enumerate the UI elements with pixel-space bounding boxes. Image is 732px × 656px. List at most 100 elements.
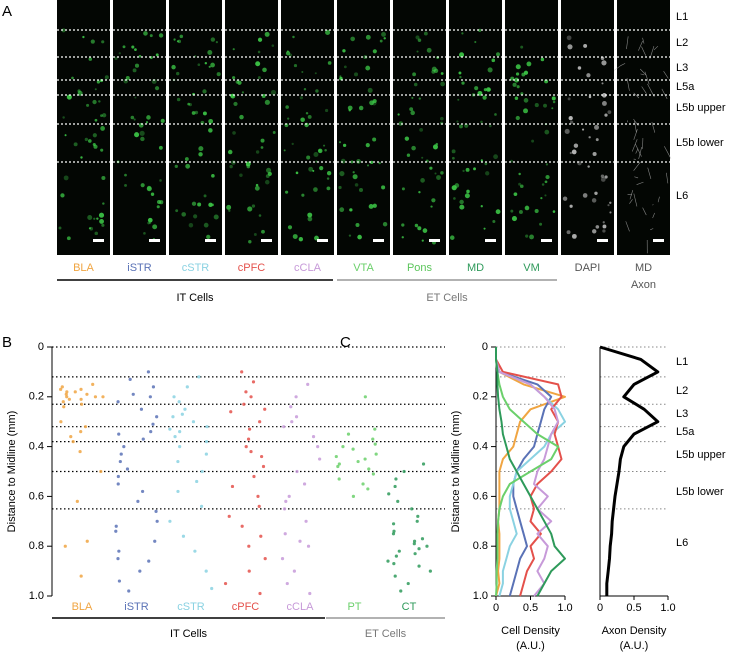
cell-texture <box>99 219 104 224</box>
cell-texture <box>381 185 386 190</box>
point <box>79 397 83 401</box>
y-tick-label: 1.0 <box>473 590 488 602</box>
axon-texture <box>636 181 644 185</box>
point <box>136 499 140 503</box>
cell-texture <box>179 34 184 39</box>
point <box>386 559 390 563</box>
cell-texture <box>461 81 465 85</box>
cell-texture <box>88 227 91 230</box>
cell-texture <box>303 88 307 91</box>
cell-texture <box>595 138 599 142</box>
point <box>116 482 120 486</box>
point <box>240 524 244 528</box>
cell-texture <box>286 50 289 53</box>
point <box>73 390 77 394</box>
cell-texture <box>514 96 519 101</box>
point <box>306 382 310 386</box>
cell-texture <box>566 230 571 235</box>
cell-texture <box>582 128 585 131</box>
column-label: cPFC <box>238 262 266 274</box>
cell-texture <box>324 148 327 152</box>
x-tick-label: 0 <box>597 602 603 614</box>
cell-texture <box>84 137 89 142</box>
layer-label: L2 <box>676 385 688 397</box>
scale-bar <box>373 239 384 242</box>
cell-texture <box>480 205 483 208</box>
axon-texture <box>633 118 639 126</box>
cell-texture <box>551 96 556 101</box>
cell-texture <box>454 183 460 188</box>
cell-texture <box>567 44 573 50</box>
cell-texture <box>300 117 305 123</box>
cell-texture <box>319 166 324 171</box>
cell-texture <box>429 166 433 170</box>
point <box>283 532 287 536</box>
cell-texture <box>582 193 588 198</box>
cell-texture <box>305 111 309 115</box>
cell-texture <box>193 214 198 219</box>
point <box>172 395 176 399</box>
cell-texture <box>327 61 332 65</box>
cell-texture <box>146 186 152 192</box>
column-label: Axon <box>631 279 656 291</box>
point <box>425 544 429 548</box>
cell-texture <box>595 225 600 229</box>
axon-texture <box>638 40 643 51</box>
axon-texture <box>633 161 641 171</box>
cell-texture <box>544 129 550 135</box>
point <box>117 549 121 553</box>
point <box>122 445 126 449</box>
cell-texture <box>184 157 189 161</box>
point <box>393 574 397 578</box>
micrograph <box>449 0 502 255</box>
scale-bar <box>261 239 272 242</box>
cell-texture <box>569 151 572 155</box>
point <box>63 544 67 548</box>
cell-texture <box>601 101 607 106</box>
cell-texture <box>571 233 577 239</box>
cell-texture <box>482 95 487 100</box>
cell-texture <box>518 172 521 176</box>
cell-texture <box>206 234 211 239</box>
cell-texture <box>132 68 137 73</box>
cell-texture <box>203 222 209 228</box>
point <box>210 586 214 591</box>
cell-texture <box>150 192 155 196</box>
point <box>79 574 83 578</box>
cell-texture <box>88 139 92 143</box>
x-axis-title: (A.U.) <box>516 640 545 652</box>
cell-texture <box>265 167 272 173</box>
point <box>295 469 299 474</box>
cell-texture <box>198 152 203 157</box>
point <box>289 405 293 409</box>
cell-texture <box>134 96 137 99</box>
x-tick-label: 0 <box>493 602 499 614</box>
group-label: IT Cells <box>170 628 208 640</box>
x-tick-label: 1.0 <box>660 602 675 614</box>
point <box>302 482 307 486</box>
cell-texture <box>540 57 545 62</box>
cell-texture <box>66 94 72 100</box>
point <box>337 462 341 466</box>
cell-texture <box>140 136 145 142</box>
cell-texture <box>208 202 213 208</box>
cell-texture <box>100 114 103 118</box>
cell-texture <box>80 156 83 159</box>
point <box>336 464 340 469</box>
cell-texture <box>421 239 424 242</box>
cell-texture <box>271 44 275 47</box>
cell-texture <box>257 37 263 42</box>
cell-texture <box>216 72 221 77</box>
cell-texture <box>185 163 191 169</box>
cell-texture <box>539 222 543 226</box>
y-tick-label: 0.2 <box>473 391 488 403</box>
axon-texture <box>642 207 647 216</box>
cell-texture <box>587 165 590 168</box>
cell-texture <box>417 226 422 231</box>
cell-texture <box>604 113 608 117</box>
cell-texture <box>358 105 364 111</box>
cell-texture <box>175 209 179 213</box>
cell-texture <box>372 49 377 54</box>
point <box>119 452 123 456</box>
cell-texture <box>181 212 187 217</box>
